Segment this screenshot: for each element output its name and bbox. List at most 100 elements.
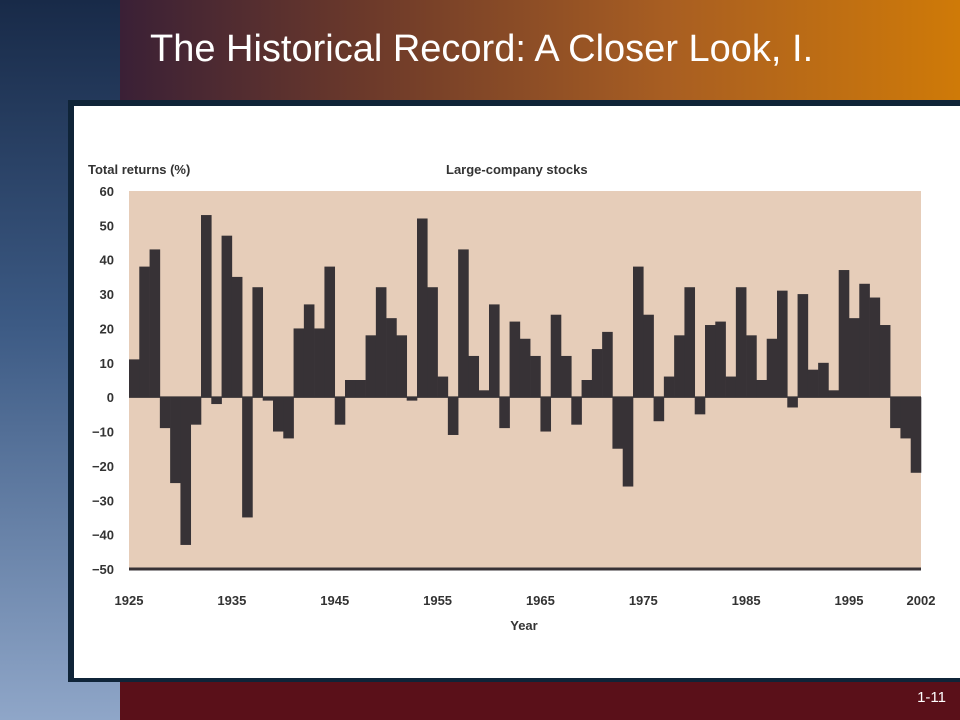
x-tick-label: 1955 — [423, 593, 452, 608]
bar-1935 — [221, 235, 233, 398]
bar-1984 — [725, 376, 737, 398]
bar-1997 — [859, 283, 870, 398]
bar-1930 — [170, 397, 181, 484]
bar-1969 — [571, 397, 582, 425]
x-tick-label: 1975 — [629, 593, 658, 608]
bar-1944 — [314, 328, 325, 398]
y-tick-label: 10 — [100, 356, 114, 371]
bar-1957 — [447, 397, 459, 435]
bar-1958 — [458, 249, 469, 398]
bar-1952 — [396, 335, 408, 398]
bar-1981 — [694, 397, 706, 415]
bar-1991 — [797, 294, 809, 398]
y-tick-label: −40 — [92, 528, 114, 543]
bar-1986 — [746, 335, 757, 398]
bar-1967 — [550, 314, 562, 398]
bar-1976 — [643, 314, 654, 398]
bar-1988 — [766, 338, 778, 398]
bar-1938 — [252, 287, 264, 398]
x-tick-label: 1945 — [320, 593, 349, 608]
slide-number: 1-11 — [917, 689, 946, 706]
bar-1962 — [499, 397, 510, 429]
bar-1983 — [715, 321, 726, 398]
bar-2000 — [890, 397, 901, 429]
bar-1964 — [519, 338, 531, 398]
y-tick-label: −50 — [92, 562, 114, 577]
y-tick-labels: 60 50 40 30 20 10 0 −10 −20 −30 −40 −50 — [92, 184, 114, 577]
bar-1971 — [591, 349, 603, 398]
x-tick-label: 1985 — [732, 593, 761, 608]
bar-1979 — [674, 335, 685, 398]
bar-1977 — [653, 397, 665, 422]
bar-1939 — [262, 397, 274, 401]
bar-1951 — [386, 318, 397, 398]
bar-1942 — [293, 328, 305, 398]
bar-1980 — [684, 287, 696, 398]
bar-1959 — [468, 355, 480, 398]
bar-1961 — [489, 304, 500, 398]
bar-1949 — [365, 335, 377, 398]
bar-1929 — [159, 397, 171, 429]
y-tick-label: −20 — [92, 459, 114, 474]
bar-1945 — [324, 266, 336, 398]
bar-1934 — [211, 397, 222, 405]
bar-1946 — [334, 397, 346, 425]
x-tick-labels: 1925 1935 1945 1955 1965 1975 1985 1995 2002 — [115, 593, 936, 608]
bar-1940 — [273, 397, 284, 432]
x-tick-label: 1935 — [217, 593, 246, 608]
y-tick-label: 40 — [100, 253, 114, 268]
bar-1931 — [180, 397, 192, 545]
y-tick-label: 30 — [100, 287, 114, 302]
bar-1943 — [303, 304, 315, 398]
slide-title: The Historical Record: A Closer Look, I. — [150, 28, 814, 70]
bar-1933 — [201, 215, 212, 398]
x-tick-label: 1995 — [835, 593, 864, 608]
bar-1947 — [345, 380, 356, 398]
bar-1982 — [705, 325, 716, 398]
y-tick-label: −30 — [92, 493, 114, 508]
bar-1990 — [787, 397, 798, 408]
bar-1965 — [530, 355, 541, 398]
bar-1937 — [242, 397, 253, 518]
bar-1963 — [509, 321, 521, 398]
bar-1956 — [437, 376, 449, 398]
bar-1974 — [622, 397, 634, 487]
x-axis-label: Year — [510, 618, 537, 633]
bar-1985 — [735, 287, 747, 398]
bar-1989 — [777, 290, 788, 398]
header-band — [120, 0, 960, 102]
y-tick-label: 60 — [100, 184, 114, 199]
bar-2002 — [910, 397, 922, 473]
bar-1948 — [355, 380, 366, 398]
bar-1926 — [129, 359, 140, 398]
bar-1953 — [406, 397, 418, 401]
bar-1994 — [828, 390, 840, 398]
bar-chart: 60 50 40 30 20 10 0 −10 −20 −30 −40 −50 1925 1935 194… — [88, 162, 936, 633]
y-tick-label: 50 — [100, 218, 114, 233]
bar-1973 — [612, 397, 624, 449]
bar-1950 — [375, 287, 387, 398]
bar-1941 — [283, 397, 294, 439]
bar-1978 — [663, 376, 675, 398]
bar-1995 — [838, 270, 850, 398]
x-tick-label: 1965 — [526, 593, 555, 608]
y-axis-label: Total returns (%) — [88, 162, 190, 177]
bar-1975 — [633, 266, 644, 398]
y-tick-label: 20 — [100, 321, 114, 336]
bar-1993 — [818, 362, 829, 398]
bar-1992 — [807, 369, 819, 398]
y-tick-label: 0 — [107, 390, 114, 405]
bar-1972 — [602, 331, 613, 398]
x-tick-label: 1925 — [115, 593, 144, 608]
chart-title: Large-company stocks — [446, 162, 588, 177]
bar-1999 — [879, 325, 891, 398]
bar-1996 — [849, 318, 860, 398]
bar-1987 — [756, 380, 768, 398]
x-tick-label: 2002 — [907, 593, 936, 608]
bar-1932 — [190, 397, 202, 425]
bar-1954 — [417, 218, 428, 398]
bar-1928 — [149, 249, 161, 398]
bar-2001 — [900, 397, 912, 439]
bar-1998 — [869, 297, 881, 398]
bar-1966 — [540, 397, 552, 432]
